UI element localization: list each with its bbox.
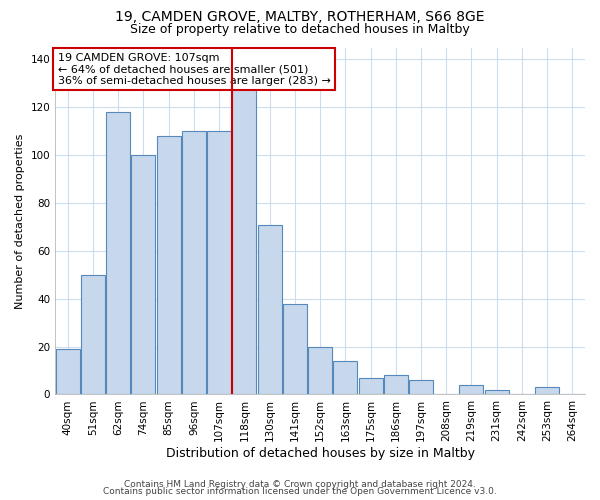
Bar xyxy=(131,155,155,394)
Bar xyxy=(334,361,357,394)
Bar xyxy=(283,304,307,394)
Bar xyxy=(56,349,80,395)
Bar xyxy=(232,76,256,394)
Y-axis label: Number of detached properties: Number of detached properties xyxy=(15,134,25,308)
Bar xyxy=(359,378,383,394)
X-axis label: Distribution of detached houses by size in Maltby: Distribution of detached houses by size … xyxy=(166,447,475,460)
Text: Contains public sector information licensed under the Open Government Licence v3: Contains public sector information licen… xyxy=(103,487,497,496)
Bar xyxy=(207,131,231,394)
Text: Size of property relative to detached houses in Maltby: Size of property relative to detached ho… xyxy=(130,22,470,36)
Bar xyxy=(257,224,281,394)
Bar xyxy=(182,131,206,394)
Text: 19, CAMDEN GROVE, MALTBY, ROTHERHAM, S66 8GE: 19, CAMDEN GROVE, MALTBY, ROTHERHAM, S66… xyxy=(115,10,485,24)
Bar xyxy=(409,380,433,394)
Bar xyxy=(157,136,181,394)
Bar xyxy=(106,112,130,395)
Bar xyxy=(535,388,559,394)
Bar xyxy=(384,376,408,394)
Text: Contains HM Land Registry data © Crown copyright and database right 2024.: Contains HM Land Registry data © Crown c… xyxy=(124,480,476,489)
Bar xyxy=(460,385,484,394)
Text: 19 CAMDEN GROVE: 107sqm
← 64% of detached houses are smaller (501)
36% of semi-d: 19 CAMDEN GROVE: 107sqm ← 64% of detache… xyxy=(58,52,331,86)
Bar xyxy=(485,390,509,394)
Bar xyxy=(81,275,105,394)
Bar xyxy=(308,346,332,395)
